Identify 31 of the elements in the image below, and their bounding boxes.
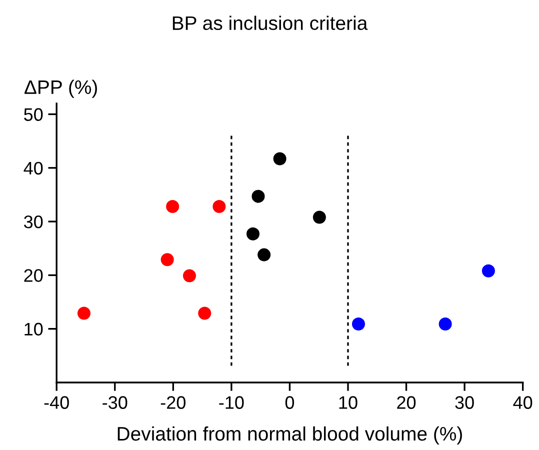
- x-tick-label: -20: [160, 396, 186, 409]
- y-tick-label: 10: [24, 322, 43, 336]
- y-axis-title: ΔPP (%): [24, 80, 97, 98]
- point: [352, 318, 365, 331]
- x-tick-label: 10: [339, 396, 358, 409]
- x-tick-label: 0: [285, 396, 294, 409]
- point: [198, 306, 212, 320]
- x-tick-label: 30: [455, 396, 474, 409]
- y-tick-label: 40: [24, 162, 43, 175]
- point: [182, 269, 196, 282]
- x-tick-label: -30: [102, 396, 128, 409]
- x-tick-label: -10: [219, 396, 244, 409]
- x-tick-label: -40: [44, 396, 69, 409]
- y-tick-label: 20: [24, 269, 43, 282]
- point: [258, 248, 271, 262]
- x-axis-title: Deviation from normal blood volume (%): [118, 426, 462, 445]
- y-tick-label: 30: [24, 215, 43, 228]
- point: [246, 227, 260, 240]
- point: [77, 306, 90, 320]
- point: [438, 318, 452, 331]
- point: [212, 200, 226, 214]
- point: [482, 264, 495, 278]
- x-tick-label: 40: [513, 396, 532, 409]
- y-tick-label: 50: [24, 108, 43, 121]
- chart-title: BP as inclusion criteria: [172, 16, 368, 30]
- point: [160, 253, 174, 266]
- point: [252, 190, 265, 203]
- point: [312, 210, 326, 224]
- point: [273, 152, 286, 166]
- point: [166, 200, 180, 214]
- x-tick-label: 20: [397, 396, 416, 409]
